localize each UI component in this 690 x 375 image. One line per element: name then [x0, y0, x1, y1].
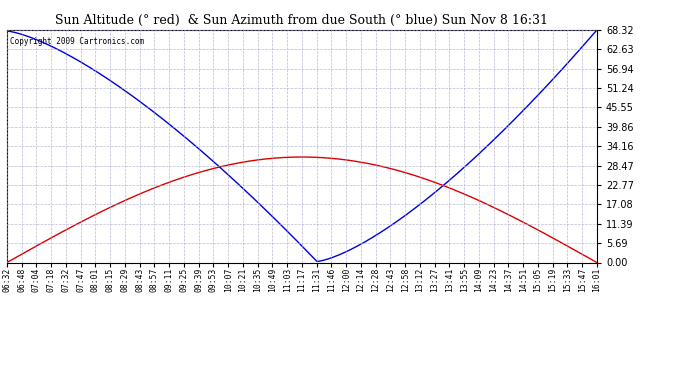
Text: Copyright 2009 Cartronics.com: Copyright 2009 Cartronics.com [10, 37, 144, 46]
Title: Sun Altitude (° red)  & Sun Azimuth from due South (° blue) Sun Nov 8 16:31: Sun Altitude (° red) & Sun Azimuth from … [55, 15, 549, 27]
